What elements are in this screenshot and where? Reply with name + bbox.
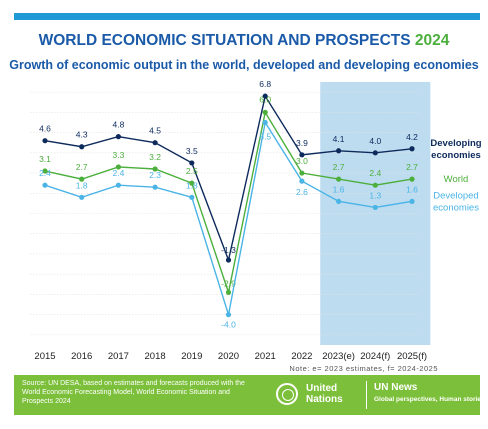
data-label: -2.9: [221, 278, 236, 288]
un-logo-text: United Nations: [306, 383, 343, 405]
data-label: 5.5: [259, 131, 271, 141]
data-point: [225, 312, 232, 318]
data-point: [42, 182, 48, 188]
x-tick-label: 2023(e): [322, 351, 355, 362]
data-point: [152, 140, 158, 146]
un-logo-line2: Nations: [306, 394, 343, 405]
data-point: [409, 198, 415, 204]
data-point: [299, 178, 305, 184]
data-label: 1.3: [369, 190, 381, 200]
footer-divider: [366, 381, 367, 409]
x-tick-label: 2022: [291, 351, 312, 362]
data-point: [372, 182, 378, 188]
data-label: 2.4: [112, 168, 124, 178]
data-point: [152, 166, 158, 172]
title-year: 2024: [414, 32, 450, 49]
data-point: [42, 168, 48, 174]
data-label: 1.6: [333, 184, 345, 194]
x-tick-label: 2016: [71, 351, 92, 362]
data-label: 3.3: [112, 150, 124, 160]
x-tick-label: 2015: [34, 351, 55, 362]
data-label: 4.6: [39, 124, 51, 134]
data-label: 4.0: [369, 136, 381, 146]
data-point: [225, 257, 232, 263]
data-point: [262, 93, 268, 99]
x-tick-label: 2018: [145, 351, 166, 362]
x-tick-label: 2020: [218, 351, 239, 362]
un-emblem-icon: [276, 383, 298, 405]
data-label: 2.7: [333, 162, 345, 172]
data-label: 4.5: [149, 126, 161, 136]
data-label: 2.5: [186, 166, 198, 176]
data-label: 2.7: [406, 162, 418, 172]
data-label: 6.8: [259, 79, 271, 89]
data-point: [189, 194, 195, 200]
data-label: -4.0: [221, 320, 236, 330]
data-label: 2.4: [39, 168, 51, 178]
x-tick-label: 2017: [108, 351, 129, 362]
data-point: [152, 184, 158, 190]
legend-label: Developed economies: [433, 190, 479, 213]
data-point: [262, 119, 268, 126]
top-rule: [14, 13, 480, 20]
data-label: 2.7: [76, 162, 88, 172]
legend-label: World: [444, 174, 469, 185]
data-label: 3.0: [296, 156, 308, 166]
footer-banner: Source: UN DESA, based on estimates and …: [14, 375, 485, 415]
data-label: 1.8: [76, 180, 88, 190]
un-logo-line1: United: [306, 383, 338, 394]
un-news-tagline: Global perspectives, Human stories: [374, 396, 485, 403]
data-point: [115, 164, 121, 170]
x-tick-label: 2024(f): [360, 351, 390, 362]
data-point: [115, 182, 121, 188]
data-point: [115, 134, 121, 140]
data-point: [372, 204, 378, 211]
data-point: [79, 176, 85, 182]
data-label: -1.3: [221, 245, 236, 255]
data-point: [409, 146, 415, 152]
data-point: [42, 138, 48, 144]
data-label: 4.1: [333, 134, 345, 144]
data-label: 2.4: [369, 168, 381, 178]
source-text: Source: UN DESA, based on estimates and …: [22, 380, 245, 405]
data-point: [372, 150, 378, 156]
un-news-title: UN News: [374, 382, 418, 393]
x-tick-label: 2019: [181, 351, 202, 362]
data-label: 6.0: [259, 94, 271, 104]
data-point: [336, 148, 342, 154]
page-title: WORLD ECONOMIC SITUATION AND PROSPECTS 2…: [0, 32, 488, 50]
data-label: 3.1: [39, 154, 51, 164]
data-label: 3.5: [186, 146, 198, 156]
x-tick-label: 2021: [255, 351, 276, 362]
title-text: WORLD ECONOMIC SITUATION AND PROSPECTS: [38, 32, 411, 49]
data-point: [79, 144, 85, 150]
chart-note: Note: e= 2023 estimates, f= 2024-2025: [289, 364, 438, 373]
data-point: [299, 152, 305, 158]
data-label: 3.2: [149, 152, 161, 162]
data-point: [189, 180, 195, 186]
x-tick-label: 2025(f): [397, 351, 427, 362]
data-point: [336, 176, 342, 182]
data-point: [299, 170, 305, 176]
legend-label: Developing economies: [430, 138, 481, 161]
data-point: [79, 194, 85, 200]
data-point: [225, 289, 232, 295]
data-label: 2.3: [149, 170, 161, 180]
data-point: [409, 176, 415, 182]
data-label: 4.8: [112, 120, 124, 130]
data-label: 1.8: [186, 180, 198, 190]
data-point: [189, 160, 195, 166]
data-label: 4.2: [406, 132, 418, 142]
data-point: [262, 109, 268, 115]
data-point: [336, 198, 342, 204]
data-label: 1.6: [406, 184, 418, 194]
data-label: 2.6: [296, 187, 308, 197]
data-label: 3.9: [296, 138, 308, 148]
chart-subtitle: Growth of economic output in the world, …: [9, 58, 479, 72]
data-label: 4.3: [76, 130, 88, 140]
